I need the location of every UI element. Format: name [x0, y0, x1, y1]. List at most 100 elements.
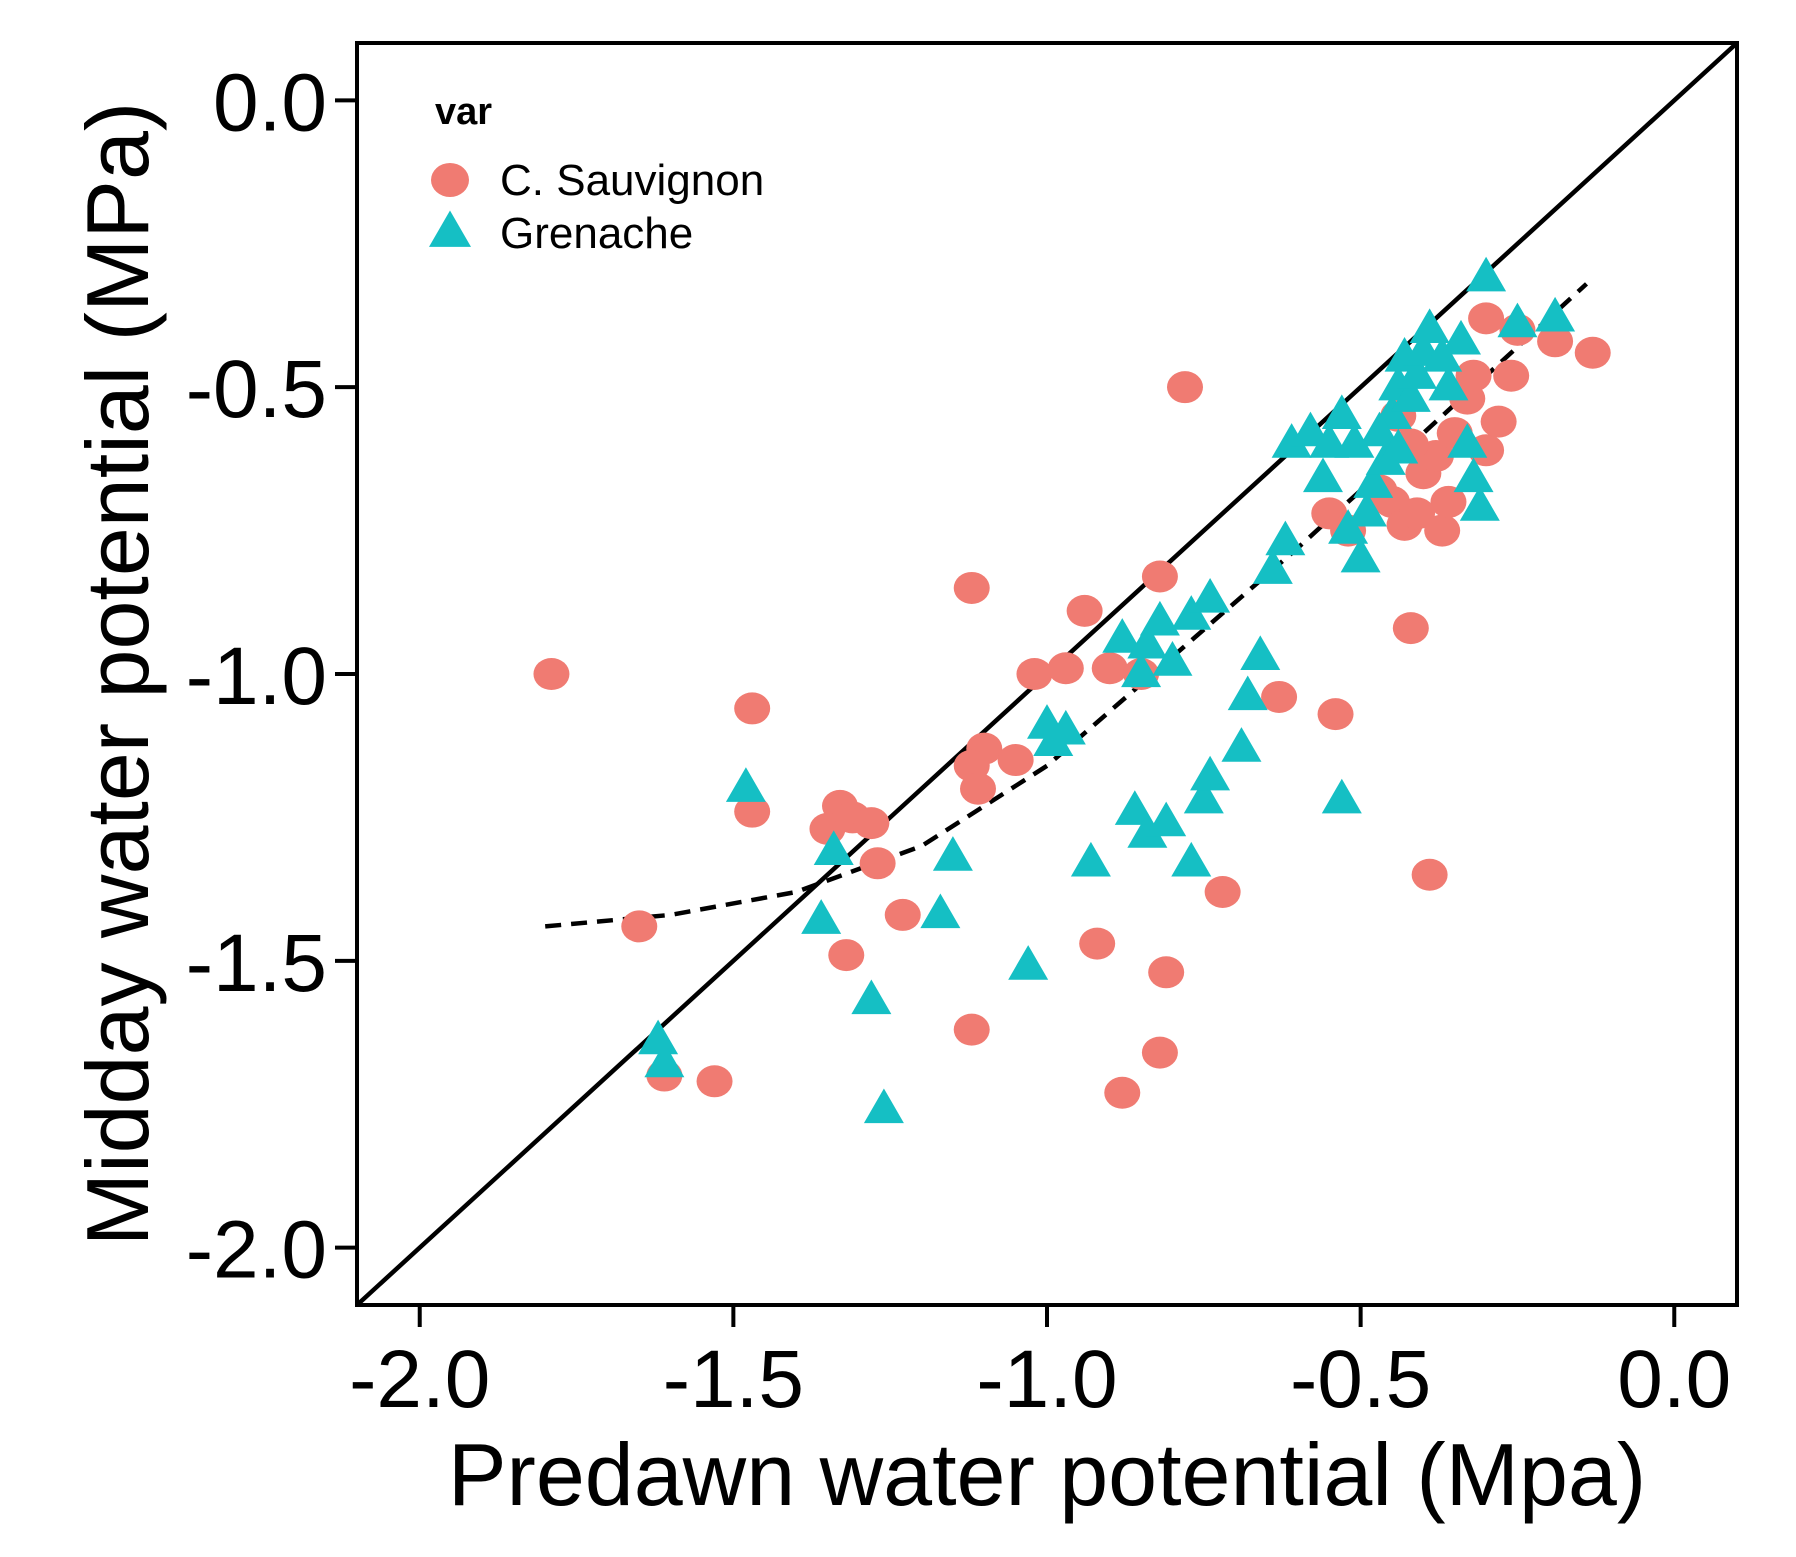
sauvignon-point: [1104, 1076, 1141, 1109]
grenache-point: [1070, 841, 1111, 877]
sauvignon-point: [1148, 956, 1185, 989]
grenache-point: [1271, 423, 1312, 458]
grenache-point: [1171, 841, 1212, 877]
grenache-point: [1240, 635, 1281, 670]
sauvignon-point: [1204, 875, 1241, 908]
sauvignon-point: [1392, 612, 1429, 645]
grenache-point: [1459, 486, 1500, 521]
grenache-point: [851, 979, 892, 1015]
plot-area: [357, 43, 1737, 1305]
grenache-point: [1127, 813, 1168, 848]
y-axis: -2.0 -1.5 -1.0 -0.5 0.0: [186, 57, 357, 1296]
sauvignon-point: [1480, 405, 1517, 438]
grenache-point: [1535, 296, 1576, 332]
grenache-point: [1346, 491, 1387, 527]
y-axis-title: Midday water potential (MPa): [68, 102, 167, 1246]
grenache-point: [1447, 423, 1488, 458]
sauvignon-point: [533, 658, 570, 690]
x-tick-label: -1.0: [976, 1334, 1117, 1425]
grenache-point: [1127, 623, 1168, 659]
grenache-point: [1453, 457, 1494, 493]
sauvignon-point: [953, 1013, 990, 1046]
x-tick-label: 0.0: [1617, 1334, 1731, 1425]
grenache-point: [1114, 790, 1155, 825]
sauvignon-point: [884, 898, 921, 931]
grenache-point: [1045, 709, 1086, 745]
grenache-point: [1497, 302, 1538, 338]
sauvignon-point: [1079, 927, 1116, 960]
sauvignon-point: [734, 795, 771, 828]
grenache-point: [813, 830, 854, 865]
sauvignon-point: [1066, 594, 1103, 627]
sauvignon-point: [1455, 359, 1492, 392]
grenache-point: [1321, 394, 1362, 430]
grenache-point: [1152, 641, 1193, 676]
grenache-point: [863, 1088, 904, 1124]
grenache-point: [920, 893, 961, 929]
sauvignon-point: [1047, 652, 1084, 685]
grenache-point: [1183, 778, 1224, 814]
grenache-point: [1340, 537, 1381, 573]
sauvignon-point: [1537, 325, 1574, 358]
sauvignon-point: [859, 847, 896, 880]
x-tick-label: -2.0: [349, 1334, 490, 1425]
sauvignon-point: [696, 1065, 733, 1098]
sauvignon-point: [1091, 652, 1128, 685]
sauvignon-point: [828, 939, 865, 972]
y-tick-label: -1.0: [186, 631, 327, 722]
sauvignon-point: [997, 744, 1034, 777]
sauvignon-point: [1167, 371, 1203, 404]
sauvignon-point: [953, 571, 990, 604]
legend-label: Grenache: [500, 209, 693, 258]
grenache-point: [801, 899, 842, 934]
grenache-point: [725, 767, 766, 802]
grenache-point: [1139, 600, 1180, 636]
legend-title: var: [435, 91, 492, 133]
grenache-point: [1390, 377, 1431, 412]
y-tick-label: -1.5: [186, 918, 327, 1009]
sauvignon-point: [853, 807, 890, 840]
grenache-point: [1265, 520, 1306, 556]
grenache-point: [1353, 463, 1394, 498]
y-tick-label: -2.0: [186, 1205, 327, 1296]
grenache-point: [1303, 457, 1343, 493]
grenache-point: [1378, 428, 1419, 464]
grenache-point: [1359, 411, 1400, 447]
legend-triangle-icon: [429, 210, 471, 247]
x-axis: -2.0 -1.5 -1.0 -0.5 0.0: [349, 1305, 1731, 1425]
grenache-point: [1409, 308, 1450, 343]
grenache-point: [1334, 423, 1375, 458]
grenache-point: [1428, 365, 1469, 401]
grenache-point: [1190, 577, 1231, 613]
sauvignon-point: [1574, 336, 1611, 369]
x-tick-label: -0.5: [1290, 1334, 1431, 1425]
grenache-point: [1441, 319, 1481, 355]
grenache-point: [1221, 727, 1262, 762]
grenache-point: [932, 836, 973, 871]
sauvignon-point: [1493, 359, 1530, 392]
grenache-point: [1466, 256, 1507, 292]
grenache-point: [1146, 801, 1187, 837]
y-tick-label: 0.0: [213, 57, 327, 148]
sauvignon-point: [960, 772, 996, 805]
grenache-point: [1321, 778, 1362, 814]
sauvignon-point: [1141, 1036, 1178, 1069]
grenache-point: [1102, 618, 1143, 653]
sauvignon-point: [1468, 302, 1505, 335]
grenache-point: [1252, 549, 1293, 584]
grenache-point: [1309, 423, 1350, 458]
x-axis-title: Predawn water potential (Mpa): [448, 1425, 1646, 1524]
sauvignon-point: [1016, 658, 1053, 690]
grenache-point: [1190, 755, 1231, 791]
sauvignon-point: [1261, 680, 1298, 713]
grenache-point: [644, 1042, 685, 1078]
sauvignon-point: [1141, 560, 1178, 593]
grenache-point: [1290, 411, 1331, 447]
sauvignon-point: [1317, 698, 1354, 731]
grenache-point: [1227, 675, 1268, 711]
grenache-point: [1121, 652, 1162, 688]
grenache-point: [1397, 354, 1438, 389]
sauvignon-point: [1411, 858, 1448, 891]
